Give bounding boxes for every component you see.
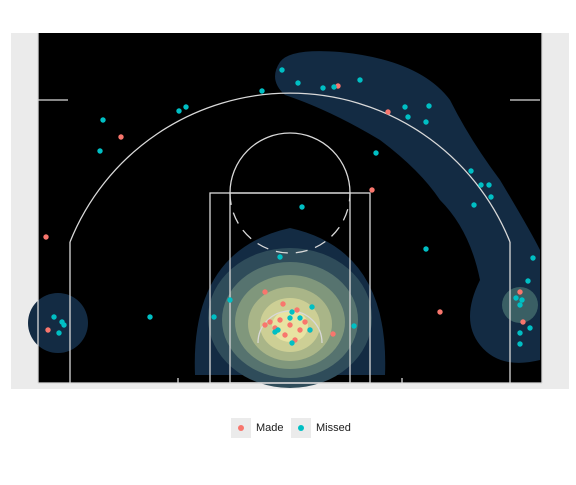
shot-point [437,309,443,315]
shot-point [277,317,283,323]
shot-point [279,67,285,73]
shot-point [61,322,67,328]
shot-point [488,194,494,200]
shot-point [517,330,523,336]
shot-point [307,327,313,333]
shot-point [302,319,308,325]
shot-point [118,134,124,140]
legend-label: Made [256,422,284,434]
shot-point [56,330,62,336]
shot-point [517,302,523,308]
shot-point [176,108,182,114]
shot-point [530,255,536,261]
shot-point [277,254,283,260]
shot-point [331,84,337,90]
shot-point [517,341,523,347]
shot-point [520,319,526,325]
legend-swatch [298,425,304,431]
shot-point [468,168,474,174]
shot-point [297,327,303,333]
shot-point [385,109,391,115]
shot-point [97,148,103,154]
shot-point [402,104,408,110]
shot-point [183,104,189,110]
shot-point [527,325,533,331]
shot-point [45,327,51,333]
legend-swatch [238,425,244,431]
shot-point [486,182,492,188]
shot-point [272,329,278,335]
shot-point [351,323,357,329]
shot-point [280,301,286,307]
shot-point [267,319,273,325]
shot-point [478,182,484,188]
legend-label: Missed [316,422,351,434]
shot-point [320,85,326,91]
shot-point [423,246,429,252]
shot-point [295,80,301,86]
shot-point [289,309,295,315]
shot-point [262,289,268,295]
shot-point [299,204,305,210]
shot-point [211,314,217,320]
shot-point [297,315,303,321]
shot-point [259,88,265,94]
shot-point [519,297,525,303]
shot-point [294,307,300,313]
court-lines [37,33,543,384]
shot-point [373,150,379,156]
shot-point [289,340,295,346]
shot-point [227,297,233,303]
shot-point [100,117,106,123]
shot-point [525,278,531,284]
shot-point [262,322,268,328]
shot-point [147,314,153,320]
shot-point [287,322,293,328]
shot-point [426,103,432,109]
shot-point [357,77,363,83]
shot-point [330,331,336,337]
shot-point [309,304,315,310]
shot-point [51,314,57,320]
shot-point [513,295,519,301]
shot-point [43,234,49,240]
shot-point [405,114,411,120]
shot-point [517,289,523,295]
shot-point [282,332,288,338]
shot-point [287,315,293,321]
shot-point [471,202,477,208]
shot-point [369,187,375,193]
shot-point [423,119,429,125]
